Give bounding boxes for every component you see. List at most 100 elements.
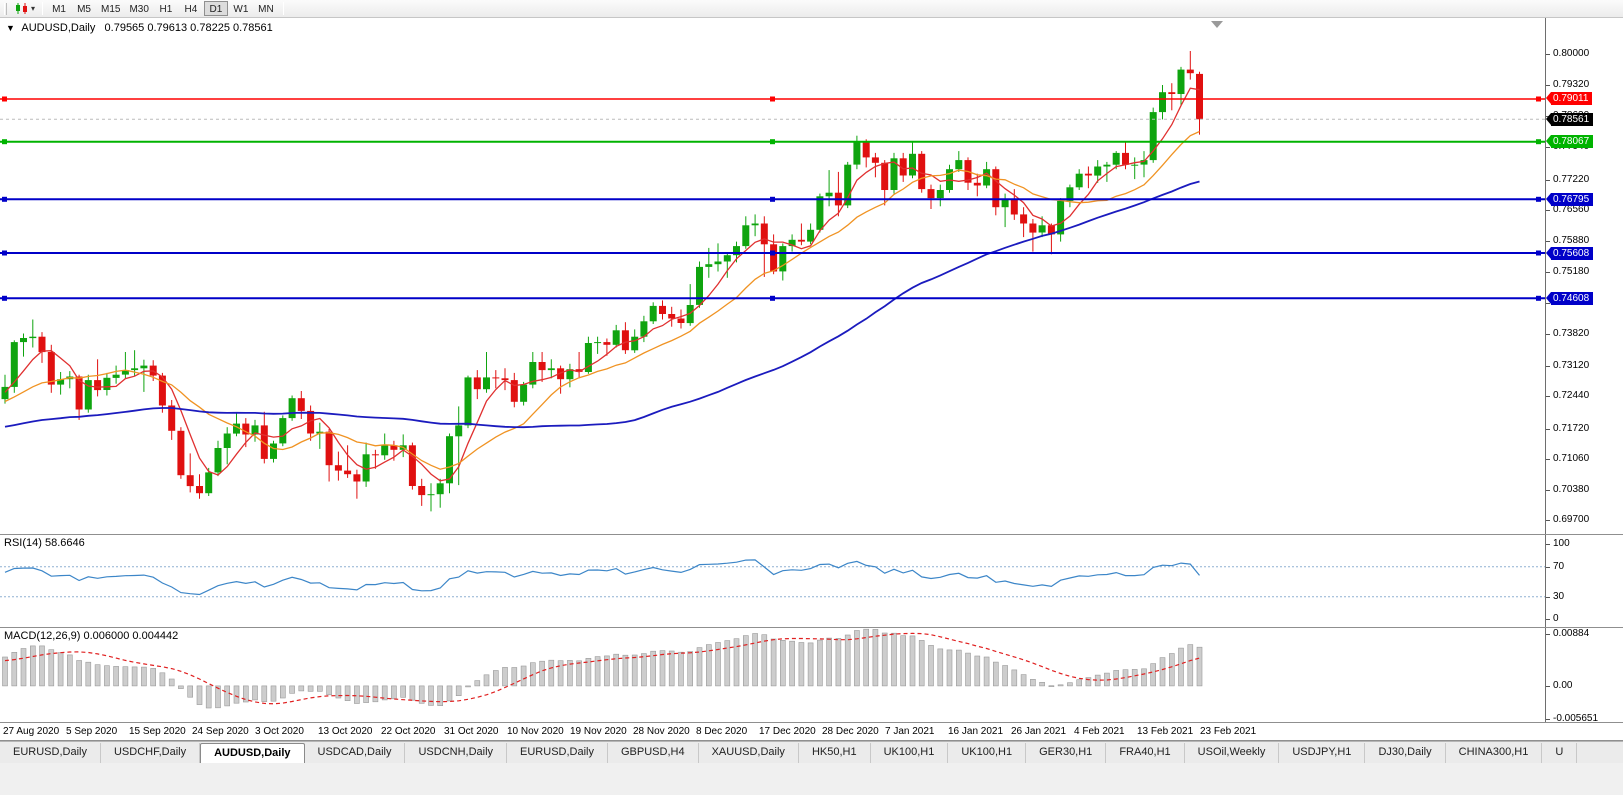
rsi-label: RSI(14) 58.6646 xyxy=(4,537,85,549)
axis-tick-label: 0.71060 xyxy=(1553,453,1590,464)
axis-tick-mark xyxy=(1546,490,1550,491)
hline-0.78067[interactable] xyxy=(0,139,1545,145)
tab-fra40-h1[interactable]: FRA40,H1 xyxy=(1106,743,1185,763)
candles xyxy=(1,51,1203,512)
price-pane: ▼ AUDUSD,Daily 0.79565 0.79613 0.78225 0… xyxy=(0,18,1623,535)
tab-uk100-h1[interactable]: UK100,H1 xyxy=(871,743,949,763)
axis-tick-mark xyxy=(1546,334,1550,335)
timeframe-toolbar: M1 M5 M15 M30 H1 H4 D1 W1 MN xyxy=(47,1,279,16)
axis-tick-mark xyxy=(1546,85,1550,86)
chart-menu-arrow-icon[interactable]: ▼ xyxy=(6,23,15,33)
time-axis-label: 13 Feb 2021 xyxy=(1137,726,1194,737)
price-tag-value: 0.78561 xyxy=(1551,113,1594,126)
price-tag-arrow-icon xyxy=(1546,193,1551,205)
tab-uk100-h1[interactable]: UK100,H1 xyxy=(948,743,1027,763)
price-tag-arrow-icon xyxy=(1546,113,1551,125)
chart-type-button[interactable]: ▾ xyxy=(11,1,38,16)
toolbar-separator xyxy=(282,2,284,15)
time-axis-label: 16 Jan 2021 xyxy=(948,726,1004,737)
axis-tick-mark xyxy=(1546,54,1550,55)
timeframe-button-h1[interactable]: H1 xyxy=(159,4,173,15)
ma-mid-line xyxy=(4,130,1200,470)
axis-tick-label: 0.73820 xyxy=(1553,328,1590,339)
chart-window: ▼ AUDUSD,Daily 0.79565 0.79613 0.78225 0… xyxy=(0,18,1623,741)
tab-xauusd-daily[interactable]: XAUUSD,Daily xyxy=(699,743,799,763)
price-scale[interactable]: 0.800000.793200.786300.779400.772200.765… xyxy=(1545,18,1623,534)
tab-china300-h1[interactable]: CHINA300,H1 xyxy=(1446,743,1543,763)
price-tag-arrow-icon xyxy=(1546,92,1551,104)
macd-scale[interactable]: 0.00884 0.00 -0.005651 xyxy=(1545,628,1623,722)
axis-tick-label: 0.00 xyxy=(1553,680,1573,691)
price-tag-arrow-icon xyxy=(1546,247,1551,259)
time-axis-label: 19 Nov 2020 xyxy=(570,726,627,737)
tab-eurusd-daily[interactable]: EURUSD,Daily xyxy=(507,743,608,763)
time-axis-label: 3 Oct 2020 xyxy=(255,726,304,737)
hline-0.79011[interactable] xyxy=(0,96,1545,102)
rsi-pane: RSI(14) 58.6646 100 70 30 0 xyxy=(0,535,1623,628)
axis-tick-mark xyxy=(1546,210,1550,211)
tab-ger30-h1[interactable]: GER30,H1 xyxy=(1026,743,1107,763)
price-tag-resistance-0.79011: 0.79011 xyxy=(1546,92,1593,105)
timeframe-button-m30[interactable]: M30 xyxy=(129,4,149,15)
time-axis-label: 23 Feb 2021 xyxy=(1200,726,1257,737)
timeframe-button-d1[interactable]: D1 xyxy=(203,1,228,16)
time-axis-label: 15 Sep 2020 xyxy=(129,726,186,737)
timeframe-button-m15[interactable]: M15 xyxy=(101,4,121,15)
tab-usdcad-daily[interactable]: USDCAD,Daily xyxy=(305,743,406,763)
axis-tick-mark xyxy=(1546,619,1550,620)
top-toolbar: ▾ M1 M5 M15 M30 H1 H4 D1 W1 MN xyxy=(0,0,1623,18)
hline-0.75608[interactable] xyxy=(0,250,1545,256)
ma-slow-line xyxy=(4,180,1200,429)
axis-tick-label: 0.69700 xyxy=(1553,514,1590,525)
axis-tick-label: 0.70380 xyxy=(1553,484,1590,495)
axis-tick-label: 70 xyxy=(1553,561,1565,572)
timeframe-button-w1[interactable]: W1 xyxy=(233,4,249,15)
price-tag-value: 0.75608 xyxy=(1551,247,1594,260)
price-tag-value: 0.74608 xyxy=(1551,292,1594,305)
price-chart-canvas[interactable] xyxy=(0,18,1545,534)
macd-pane: MACD(12,26,9) 0.006000 0.004442 0.00884 0… xyxy=(0,628,1623,723)
tab-hk50-h1[interactable]: HK50,H1 xyxy=(799,743,871,763)
time-axis-label: 4 Feb 2021 xyxy=(1074,726,1125,737)
hline-0.74608[interactable] xyxy=(0,295,1545,301)
time-axis-label: 17 Dec 2020 xyxy=(759,726,816,737)
axis-tick-mark xyxy=(1546,180,1550,181)
time-axis-label: 28 Nov 2020 xyxy=(633,726,690,737)
axis-tick-label: 0.76560 xyxy=(1553,204,1590,215)
shift-marker-icon[interactable] xyxy=(1211,21,1223,28)
price-tag-value: 0.78067 xyxy=(1551,135,1594,148)
axis-tick-mark xyxy=(1546,241,1550,242)
tab-usdcnh-daily[interactable]: USDCNH,Daily xyxy=(405,743,508,763)
axis-tick-label: 0.79320 xyxy=(1553,79,1590,90)
tab-usoil-weekly[interactable]: USOil,Weekly xyxy=(1185,743,1280,763)
timeframe-button-h4[interactable]: H4 xyxy=(184,4,198,15)
axis-tick-mark xyxy=(1546,147,1550,148)
price-tag-support-0.75608: 0.75608 xyxy=(1546,247,1594,260)
time-axis-label: 13 Oct 2020 xyxy=(318,726,373,737)
axis-tick-mark xyxy=(1546,544,1550,545)
timeframe-button-m5[interactable]: M5 xyxy=(77,4,91,15)
tab-audusd-daily[interactable]: AUDUSD,Daily xyxy=(200,743,305,763)
hline-0.76795[interactable] xyxy=(0,196,1545,202)
tab-u[interactable]: U xyxy=(1542,743,1578,763)
timeframe-button-m1[interactable]: M1 xyxy=(52,4,66,15)
rsi-scale[interactable]: 100 70 30 0 xyxy=(1545,535,1623,627)
timeframe-button-mn[interactable]: MN xyxy=(258,4,274,15)
rsi-chart-canvas[interactable] xyxy=(0,535,1545,627)
axis-tick-mark xyxy=(1546,597,1550,598)
price-tag-support-0.76795: 0.76795 xyxy=(1546,193,1594,206)
time-axis-label: 7 Jan 2021 xyxy=(885,726,935,737)
axis-tick-mark xyxy=(1546,429,1550,430)
time-axis[interactable]: 27 Aug 2020 5 Sep 2020 15 Sep 2020 24 Sep 2… xyxy=(0,723,1623,741)
chart-symbol-label: AUDUSD,Daily xyxy=(21,22,96,34)
tab-usdjpy-h1[interactable]: USDJPY,H1 xyxy=(1279,743,1366,763)
axis-tick-label: 0.72440 xyxy=(1553,390,1590,401)
toolbar-grip[interactable] xyxy=(4,2,7,15)
tab-usdchf-daily[interactable]: USDCHF,Daily xyxy=(101,743,201,763)
price-tag-support-0.74608: 0.74608 xyxy=(1546,292,1594,305)
macd-chart-canvas[interactable] xyxy=(0,628,1545,722)
tab-eurusd-daily[interactable]: EURUSD,Daily xyxy=(0,743,101,763)
axis-tick-label: 0.00884 xyxy=(1553,628,1590,639)
tab-dj30-daily[interactable]: DJ30,Daily xyxy=(1365,743,1446,763)
tab-gbpusd-h4[interactable]: GBPUSD,H4 xyxy=(608,743,699,763)
